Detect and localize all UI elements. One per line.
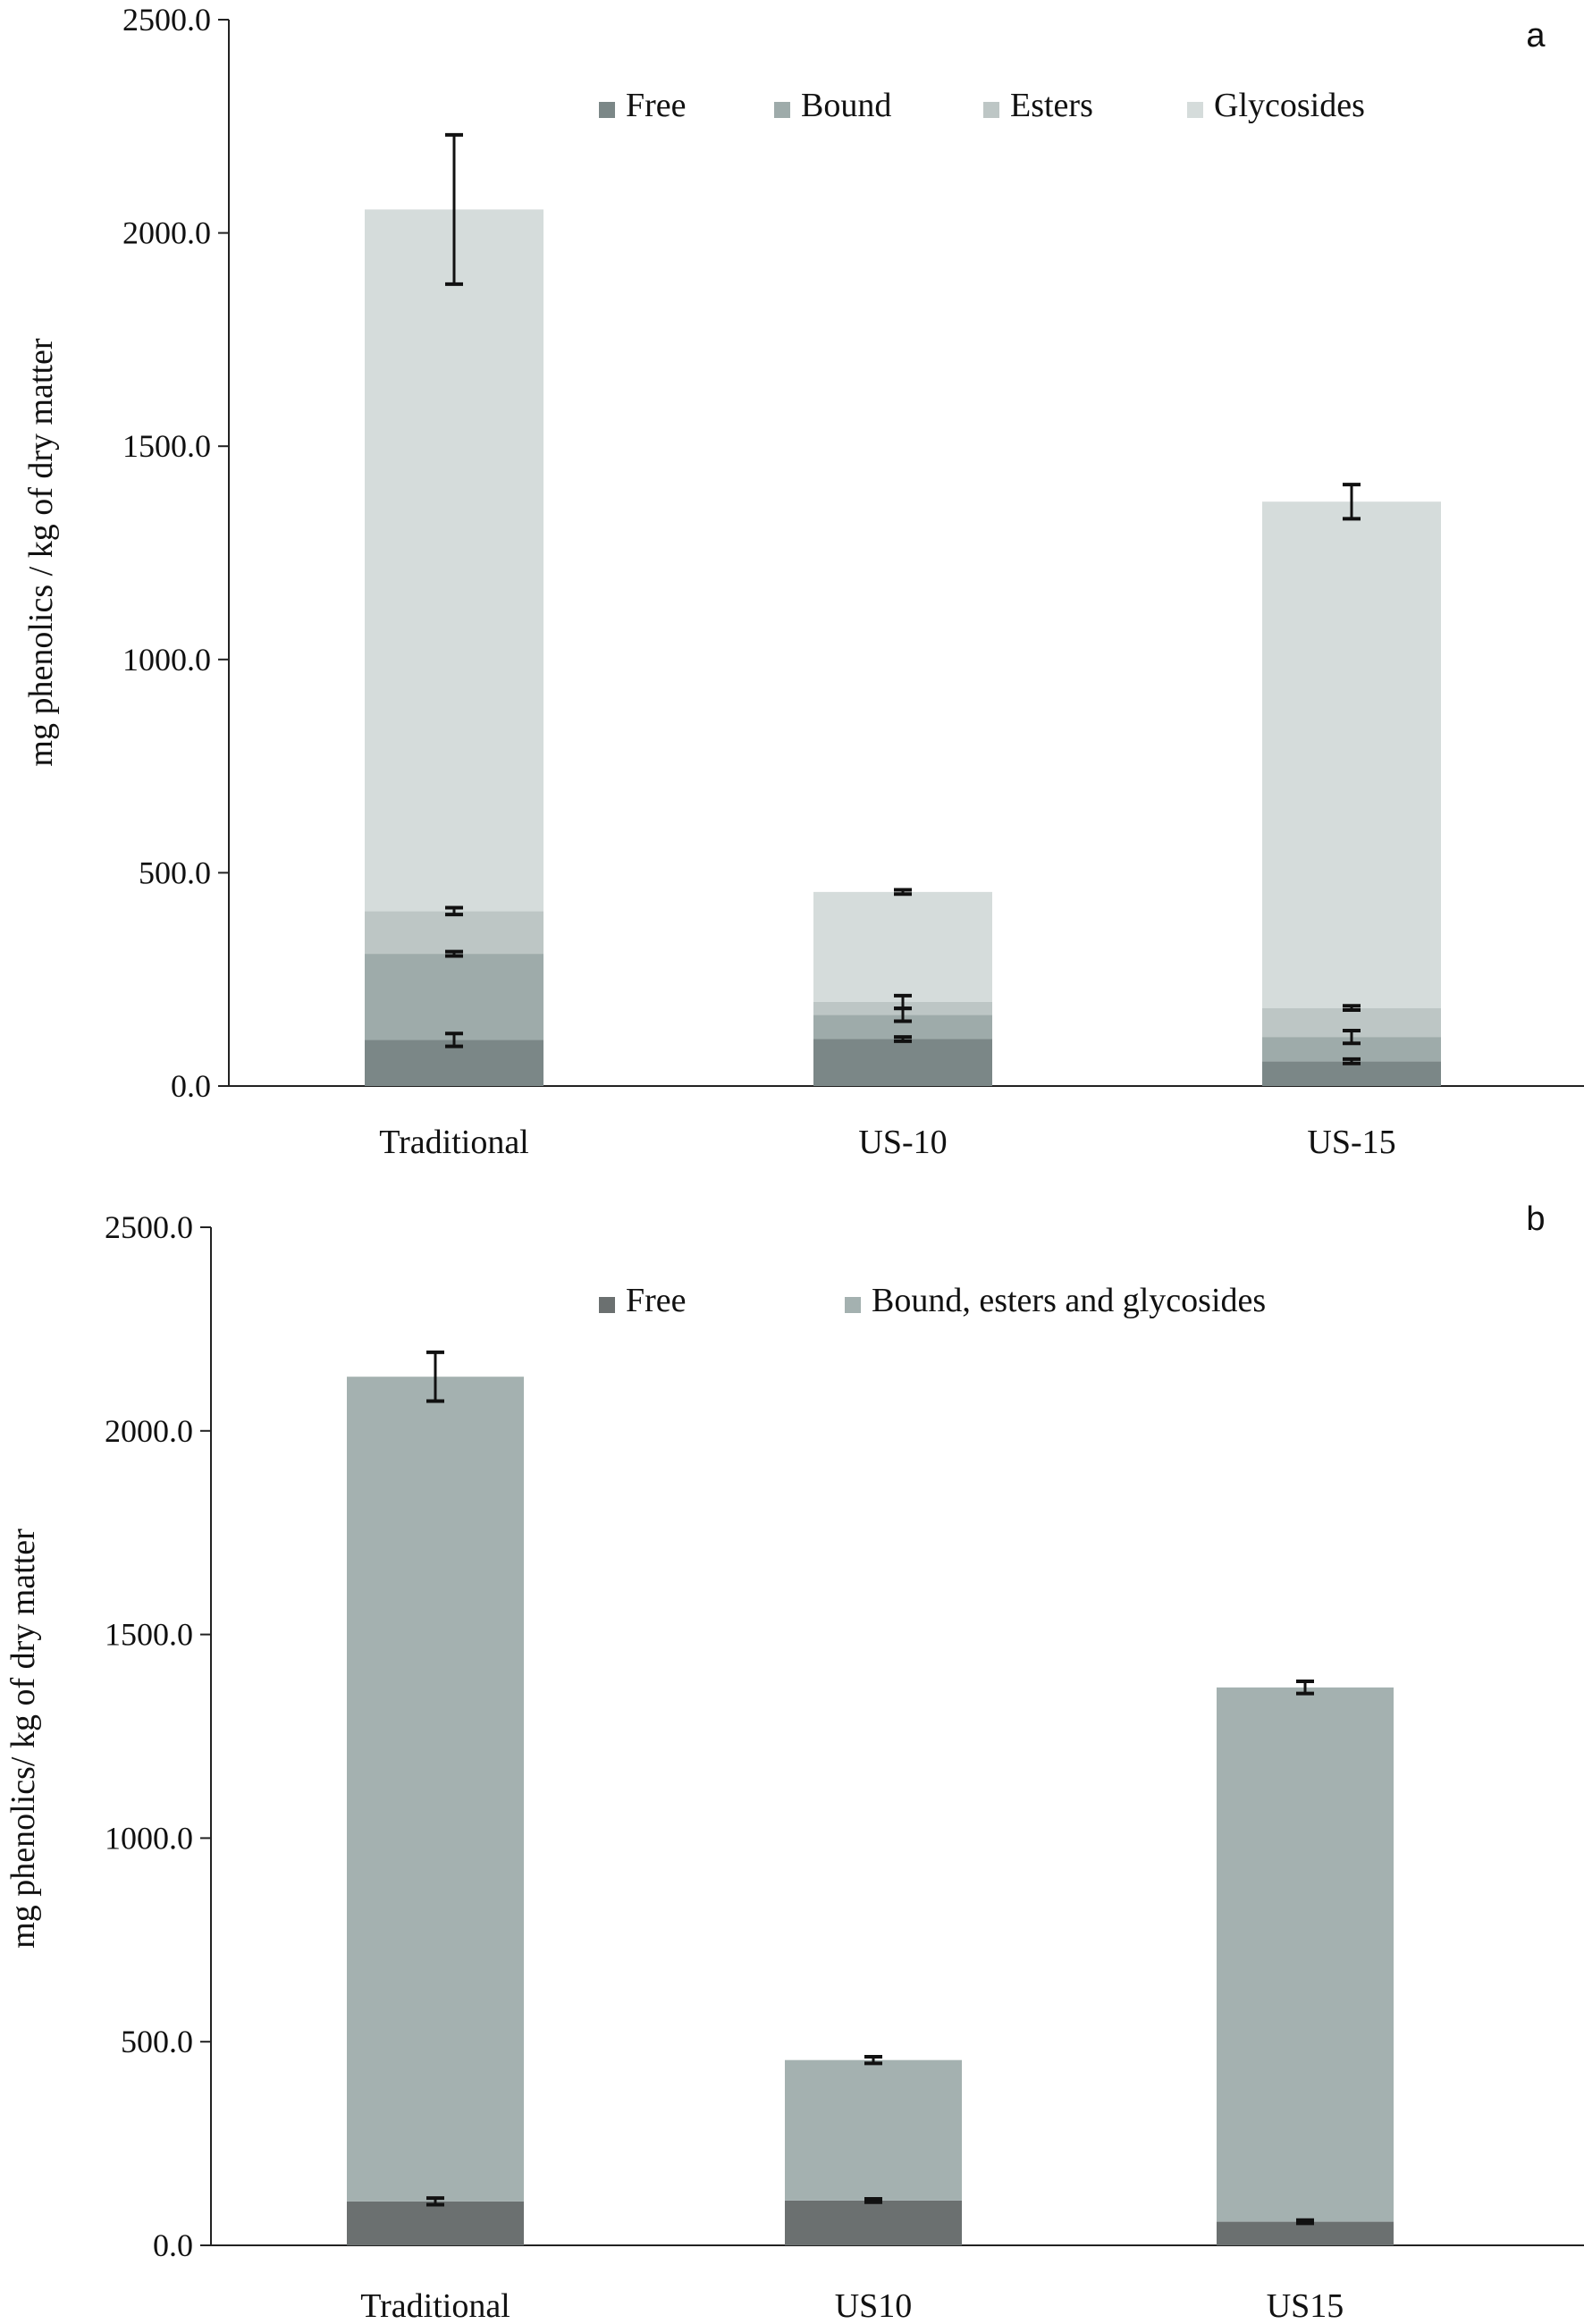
bar-segment-glycosides [813,891,992,1002]
error-bar [445,905,463,917]
bar-segment-free [813,1039,992,1086]
error-bar [1296,2218,1314,2226]
x-category-label: Traditional [379,1124,529,1161]
error-bar [445,949,463,958]
error-bar [894,1035,912,1043]
legend-entry: Bound [774,87,891,124]
x-category-label: US10 [835,2287,913,2324]
x-category-label: Traditional [360,2287,510,2324]
bar-segment-glycosides [365,209,543,912]
error-bar [1343,1057,1361,1065]
bar-segment-bound-esters-and-glycosides [785,2059,962,2201]
legend-swatch [845,1297,861,1313]
x-category-label: US-15 [1307,1124,1395,1161]
panel-letter: a [1526,17,1546,55]
legend-entry: Esters [983,87,1093,124]
error-bar [426,2196,444,2207]
y-tick-label: 0.0 [153,2227,193,2263]
y-axis-title: mg phenolics/ kg of dry matter [4,1528,42,1949]
bar-segment-bound-esters-and-glycosides [1217,1687,1394,2222]
legend-swatch [599,102,615,118]
legend-label: Bound [801,87,891,124]
x-category-label: US15 [1267,2287,1344,2324]
bar-segment-glycosides [1262,501,1441,1008]
y-tick-label: 1000.0 [122,642,211,678]
panel-a-chart: 0.0 500.0 1000.0 1500.0 2000.0 2500.0 Traditio… [22,2,1584,1161]
y-tick-label: 1500.0 [105,1617,193,1653]
bar-segment-free [785,2200,962,2245]
error-bar [445,132,463,286]
legend-entry: Bound, esters and glycosides [845,1282,1266,1319]
error-bar [864,2055,882,2066]
y-axis-title: mg phenolics / kg of dry matter [22,338,60,766]
bar-segment-esters [365,911,543,955]
legend-swatch [599,1297,615,1313]
bar-segment-bound-esters-and-glycosides [347,1377,524,2202]
y-tick-label: 2000.0 [105,1413,193,1449]
legend-entry: Glycosides [1187,87,1365,124]
error-bar [426,1350,444,1403]
y-tick-label: 0.0 [171,1068,211,1104]
error-bar [1343,483,1361,521]
bar-segment-free [347,2201,524,2245]
y-tick-label: 500.0 [121,2024,193,2059]
legend-entry: Free [599,87,687,124]
legend-label: Bound, esters and glycosides [872,1282,1266,1319]
y-tick-label: 1500.0 [122,428,211,464]
legend-swatch [774,102,790,118]
error-bar [445,1031,463,1048]
legend-label: Glycosides [1214,87,1365,124]
y-tick-label: 2000.0 [122,215,211,251]
bar-segment-free [1217,2221,1394,2245]
y-tick-label: 500.0 [139,855,211,890]
error-bar [1296,1679,1314,1696]
y-tick-label: 1000.0 [105,1820,193,1856]
error-bar [1343,1004,1361,1013]
legend-swatch [1187,102,1203,118]
panel-letter: b [1526,1200,1545,1238]
x-category-label: US-10 [858,1124,947,1161]
error-bar [894,993,912,1011]
bar-segment-bound [365,954,543,1040]
legend-entry: Free [599,1282,687,1319]
bar-segment-free [1262,1061,1441,1086]
y-tick-label: 2500.0 [122,2,211,38]
legend-label: Free [626,87,687,124]
panel-b-chart: 0.0 500.0 1000.0 1500.0 2000.0 2500.0 Traditio… [4,1200,1584,2324]
error-bar [864,2197,882,2204]
error-bar [1343,1028,1361,1046]
error-bar [894,888,912,897]
legend-label: Free [626,1282,687,1319]
legend-swatch [983,102,999,118]
y-tick-label: 2500.0 [105,1209,193,1245]
legend-label: Esters [1010,87,1093,124]
